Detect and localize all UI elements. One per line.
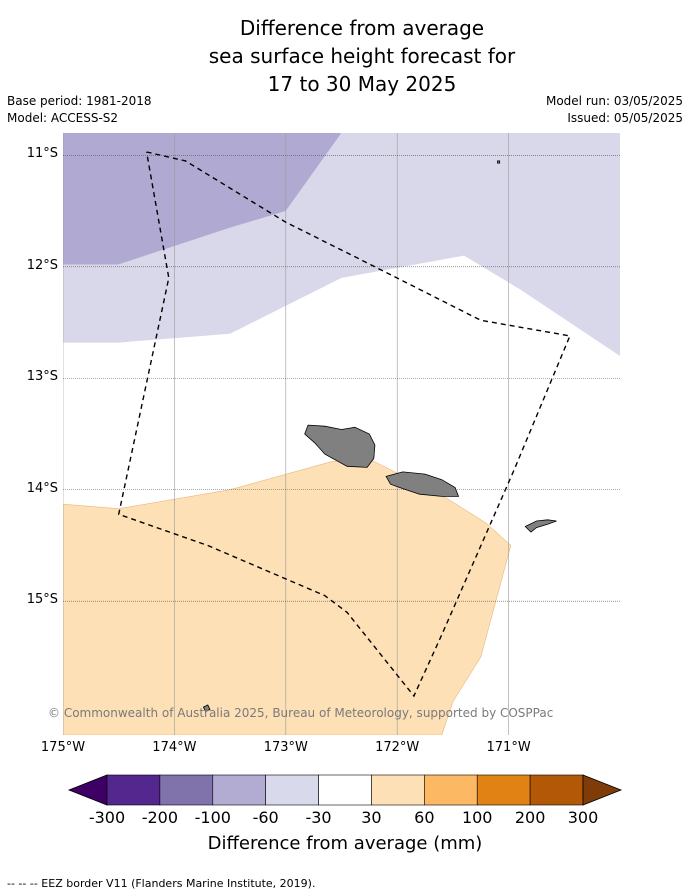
- model-run: Model run: 03/05/2025: [545, 94, 683, 108]
- small-islet-north: [497, 160, 501, 164]
- map-title: Difference from average sea surface heig…: [0, 14, 690, 98]
- latitude-label: 11°S: [26, 146, 58, 162]
- anomaly-band-30-60: [63, 456, 511, 735]
- tutuila-island: [524, 519, 557, 533]
- colorbar-tick-label: 200: [514, 808, 546, 827]
- colorbar-tick-label: -300: [88, 808, 126, 827]
- latitude-label: 14°S: [26, 480, 58, 496]
- longitude-label: 174°W: [152, 740, 197, 755]
- colorbar-label: Difference from average (mm): [207, 833, 483, 854]
- latitude-label: 12°S: [26, 257, 58, 273]
- longitude-label: 173°W: [263, 740, 308, 755]
- colorbar-tick-label: 30: [361, 808, 382, 827]
- meta-left: Base period: 1981-2018 Model: ACCESS-S2: [7, 93, 152, 127]
- colorbar-tick-label: 300: [567, 808, 599, 827]
- graticule: [63, 133, 620, 735]
- title-line-1: Difference from average: [239, 16, 485, 40]
- model-name: Model: ACCESS-S2: [7, 111, 119, 125]
- anomaly-band-minus60-minus30: [63, 133, 620, 356]
- land-areas: [202, 160, 557, 713]
- anomaly-regions: [63, 133, 620, 735]
- title-line-2: sea surface height forecast for: [208, 44, 516, 68]
- colorbar-tick-label: -200: [141, 808, 179, 827]
- colorbar-tick-label: -30: [305, 808, 332, 827]
- title-line-3: 17 to 30 May 2025: [267, 72, 457, 96]
- savaii-island: [304, 424, 376, 468]
- eez-border: [117, 151, 571, 698]
- anomaly-band-minus100-minus60: [63, 133, 342, 265]
- longitude-label: 175°W: [40, 740, 86, 755]
- longitude-label: 172°W: [375, 740, 420, 755]
- meta-right: Model run: 03/05/2025 Issued: 05/05/2025: [546, 93, 683, 127]
- small-islet-south: [202, 704, 211, 713]
- issued-date: Issued: 05/05/2025: [567, 111, 683, 125]
- eez-legend-note: -- -- -- EEZ border V11 (Flanders Marine…: [7, 877, 316, 890]
- colorbar-tick-label: -60: [252, 808, 279, 827]
- upolu-island: [385, 471, 460, 497]
- copyright-notice: © Commonwealth of Australia 2025, Bureau…: [48, 706, 554, 720]
- longitude-label: 171°W: [486, 740, 531, 755]
- colorbar-tick-label: -100: [194, 808, 231, 827]
- anomaly-band-30-60-outline: [63, 455, 512, 735]
- latitude-label: 13°S: [26, 369, 58, 385]
- base-period: Base period: 1981-2018: [7, 94, 152, 108]
- eez-border-layer: [117, 151, 571, 698]
- colorbar-tick-label: 100: [461, 808, 493, 827]
- latitude-label: 15°S: [26, 592, 58, 608]
- colorbar-tick-label: 60: [414, 808, 435, 827]
